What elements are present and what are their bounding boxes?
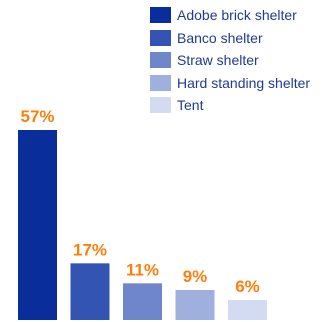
legend-label: Tent [177, 97, 204, 114]
legend-swatch [150, 74, 171, 91]
bar [70, 263, 110, 320]
legend-swatch [150, 52, 171, 69]
bar [123, 283, 162, 320]
legend-item: Hard standing shelter [150, 72, 310, 95]
legend-swatch [150, 29, 171, 46]
legend-item: Adobe brick shelter [150, 4, 310, 27]
legend-label: Adobe brick shelter [177, 7, 297, 24]
legend-item: Tent [150, 94, 310, 117]
bar [18, 130, 57, 320]
data-label: 6% [235, 277, 260, 296]
data-label: 17% [73, 240, 107, 259]
bar [228, 300, 267, 320]
data-label: 9% [183, 267, 208, 286]
legend-label: Straw shelter [177, 52, 259, 69]
legend-item: Straw shelter [150, 49, 310, 72]
legend-label: Hard standing shelter [177, 74, 311, 91]
bar [175, 290, 215, 320]
legend: Adobe brick shelter Banco shelter Straw … [150, 4, 310, 117]
data-label: 11% [126, 260, 159, 279]
legend-item: Banco shelter [150, 27, 310, 50]
legend-label: Banco shelter [177, 29, 263, 46]
legend-swatch [150, 7, 171, 24]
legend-swatch [150, 97, 171, 114]
data-label: 57% [20, 107, 54, 126]
